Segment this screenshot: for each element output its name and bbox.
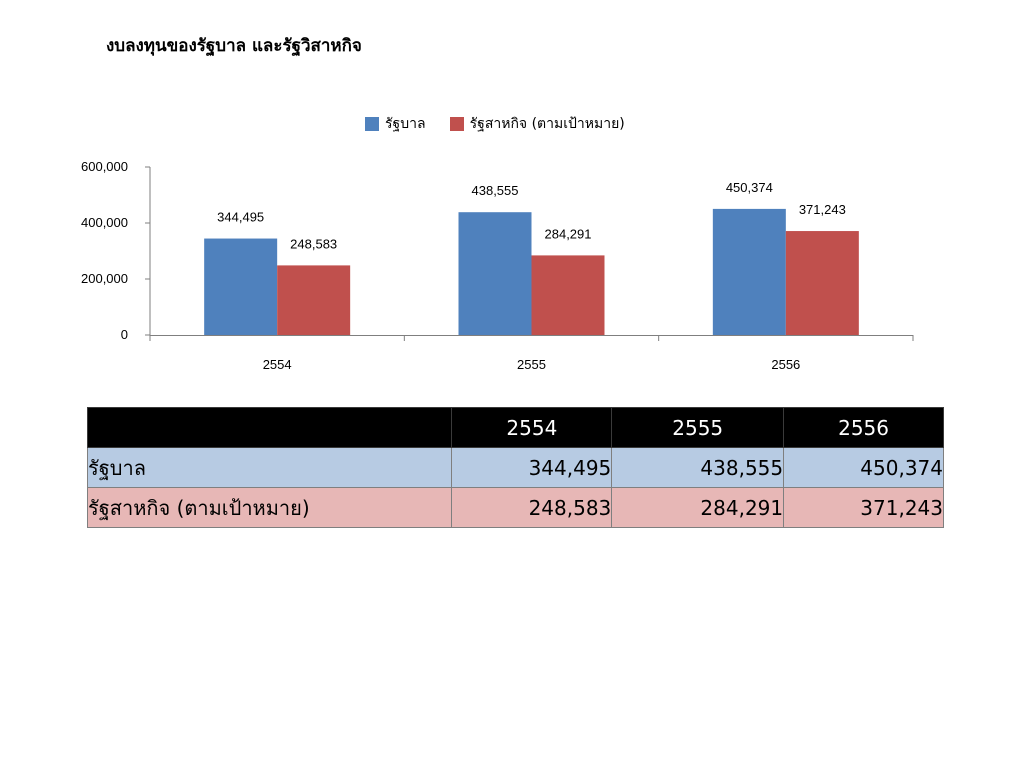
legend-swatch-soe [449, 117, 464, 131]
table-cell: 438,555 [611, 447, 785, 488]
bar-chart: 0 200,000 400,000 600,000 344,495 248,583 2554… [81, 159, 914, 372]
data-label: 284,291 [545, 226, 592, 241]
bar-soe [277, 265, 351, 335]
table-row-label: รัฐสาหกิจ (ตามเป้าหมาย) [86, 487, 453, 528]
table-header-cell: 2556 [783, 407, 944, 448]
data-label: 248,583 [290, 236, 337, 251]
x-tick-label: 2555 [517, 357, 546, 372]
bar-government [712, 208, 786, 335]
table-row-government: รัฐบาล 344,495 438,555 450,374 [86, 447, 944, 488]
table-header-cell: 2554 [451, 407, 613, 448]
table-cell: 450,374 [783, 447, 944, 488]
data-label: 344,495 [217, 210, 264, 225]
table-cell: 248,583 [451, 487, 613, 528]
data-label: 371,243 [799, 202, 846, 217]
y-tick-label: 0 [121, 327, 128, 342]
data-label: 450,374 [726, 180, 773, 195]
table-cell: 344,495 [451, 447, 613, 488]
table-row-soe: รัฐสาหกิจ (ตามเป้าหมาย) 248,583 284,291 … [86, 487, 944, 528]
bar-government [204, 238, 278, 335]
legend-swatch-government [365, 117, 379, 131]
table-header-cell: 2555 [611, 407, 785, 448]
legend-label-government: รัฐบาล [385, 116, 426, 132]
bar-government [458, 212, 532, 335]
data-label: 438,555 [472, 183, 519, 198]
data-table: 2554 2555 2556 รัฐบาล 344,495 438,555 45… [86, 407, 944, 528]
bar-soe [531, 255, 605, 335]
x-tick-label: 2554 [263, 357, 292, 372]
page-title: งบลงทุนของรัฐบาล และรัฐวิสาหกิจ [106, 36, 362, 56]
y-tick-label: 200,000 [81, 271, 128, 286]
chart-legend: รัฐบาล รัฐสาหกิจ (ตามเป้าหมาย) [365, 113, 649, 135]
table-row-label: รัฐบาล [86, 447, 453, 488]
y-tick-label: 400,000 [81, 215, 128, 230]
table-cell: 371,243 [783, 487, 944, 528]
table-cell: 284,291 [611, 487, 785, 528]
x-tick-label: 2556 [771, 357, 800, 372]
legend-item-soe: รัฐสาหกิจ (ตามเป้าหมาย) [449, 113, 625, 135]
table-header-cell [86, 407, 453, 448]
table-header-row: 2554 2555 2556 [86, 407, 944, 448]
legend-label-soe: รัฐสาหกิจ (ตามเป้าหมาย) [469, 116, 625, 132]
legend-item-government: รัฐบาล [365, 113, 426, 135]
y-tick-label: 600,000 [81, 159, 128, 174]
bar-soe [785, 231, 859, 335]
